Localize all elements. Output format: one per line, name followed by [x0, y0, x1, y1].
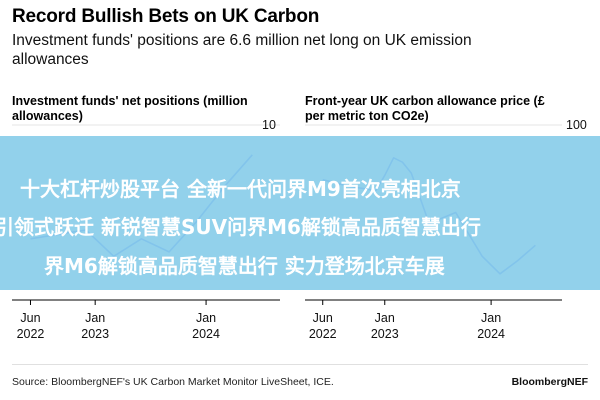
page-title: Record Bullish Bets on UK Carbon	[12, 6, 320, 27]
left-x-tick-year: 2023	[81, 327, 109, 341]
left-x-tick-year: 2024	[192, 327, 220, 341]
left-x-tick-label: Jun	[20, 311, 40, 325]
left-x-tick-label: Jan	[196, 311, 216, 325]
overlay-text-line-2[interactable]: 引领式跃迁 新锐智慧SUV问界M6解锁高品质智慧出行	[0, 215, 481, 239]
left-chart: 10 Jun 2022 Jan 2023 Jan 2024	[12, 118, 280, 341]
right-x-tick-label: Jan	[375, 311, 395, 325]
promo-overlay-banner[interactable]	[0, 136, 600, 290]
right-y-tick-label: 100	[566, 118, 587, 132]
right-x-tick-label: Jan	[481, 311, 501, 325]
left-x-tick-label: Jan	[85, 311, 105, 325]
right-x-tick-year: 2022	[309, 327, 337, 341]
source-note: Source: BloombergNEF's UK Carbon Market …	[12, 376, 334, 388]
left-chart-title: Investment funds' net positions (million…	[12, 94, 248, 123]
overlay-text-line-1[interactable]: 十大杠杆炒股平台 全新一代问界M9首次亮相北京	[20, 177, 461, 201]
right-x-tick-label: Jun	[313, 311, 333, 325]
brand-logo-text: BloombergNEF	[511, 376, 588, 388]
left-y-tick-label: 10	[262, 118, 276, 132]
right-x-tick-year: 2024	[477, 327, 505, 341]
footer-divider	[12, 364, 588, 365]
page-subtitle: Investment funds' positions are 6.6 mill…	[12, 32, 472, 68]
left-x-tick-year: 2022	[17, 327, 45, 341]
overlay-text-line-3[interactable]: 界M6解锁高品质智慧出行 实力登场北京车展	[44, 254, 445, 278]
right-chart-title: Front-year UK carbon allowance price (£ …	[305, 94, 545, 123]
right-x-tick-year: 2023	[371, 327, 399, 341]
